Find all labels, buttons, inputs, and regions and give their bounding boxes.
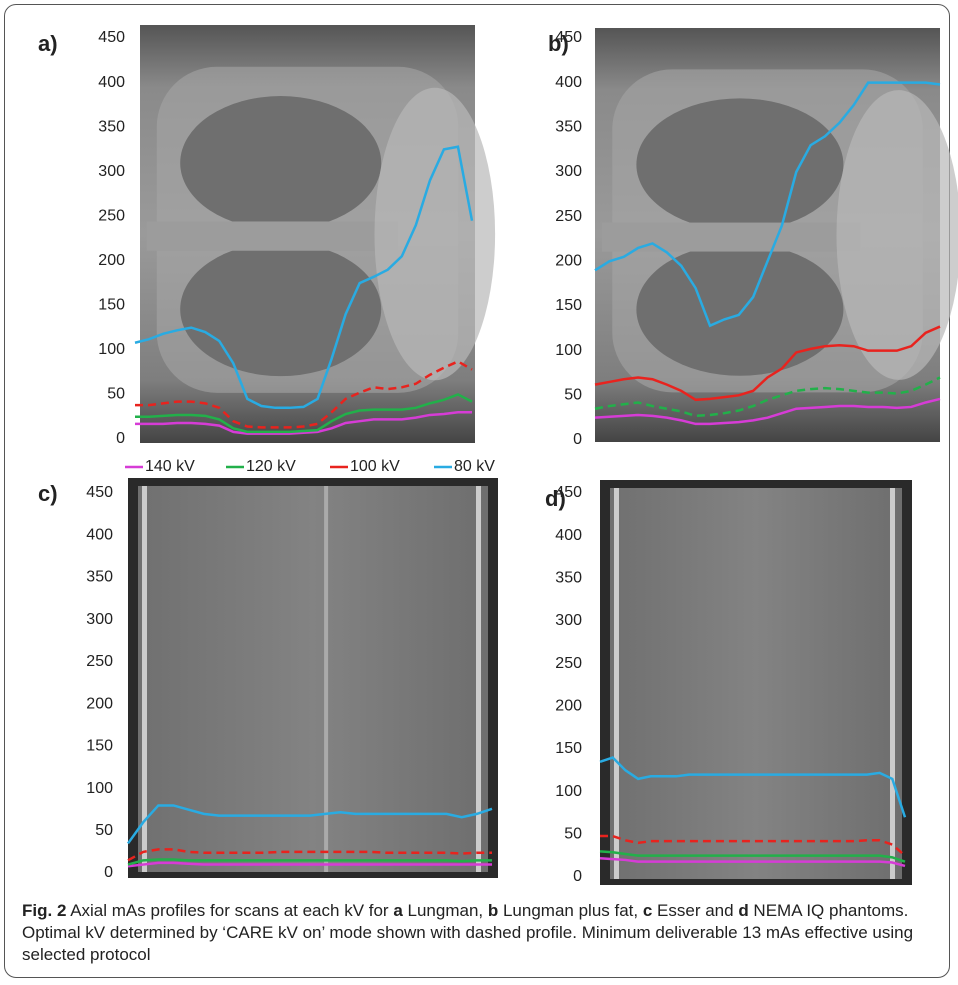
xray-mediastinum — [146, 221, 398, 251]
y-tick-label: 150 — [98, 297, 125, 314]
figure: a) 0 50 100 150 200 250 300 350 400 450 140 kV 120 k… — [38, 25, 958, 885]
caption-text: Axial mAs profiles for scans at each kV … — [66, 901, 394, 920]
y-tick-label: 50 — [564, 387, 582, 404]
legend-label: 140 kV — [145, 458, 195, 475]
legend-label: 120 kV — [246, 458, 296, 475]
y-tick-label: 100 — [98, 341, 125, 358]
y-tick-label: 250 — [86, 653, 113, 670]
panel: d) 0 50 100 150 200 250 300 350 400 450 — [545, 480, 912, 885]
y-tick-label: 150 — [555, 740, 582, 757]
series-line — [127, 858, 492, 866]
xray-lung — [180, 96, 382, 230]
y-tick-label: 200 — [555, 253, 582, 270]
xray-lung — [636, 98, 844, 231]
xray-lung — [180, 242, 382, 377]
y-tick-label: 350 — [555, 570, 582, 587]
y-tick-label: 50 — [95, 822, 113, 839]
phantom-edge — [476, 486, 481, 872]
series-line — [594, 397, 941, 426]
y-tick-label: 450 — [86, 484, 113, 501]
panel-label: c) — [38, 481, 58, 506]
y-tick-label: 400 — [555, 74, 582, 91]
y-tick-label: 400 — [98, 74, 125, 91]
panel-label: a) — [38, 31, 58, 56]
y-tick-label: 250 — [98, 207, 125, 224]
y-tick-label: 300 — [555, 163, 582, 180]
series-line — [134, 145, 474, 410]
caption-text: Lungman plus fat, — [498, 901, 643, 920]
y-tick-label: 450 — [555, 484, 582, 501]
legend-label: 100 kV — [350, 458, 400, 475]
y-tick-label: 0 — [573, 431, 582, 448]
phantom-divider — [324, 486, 329, 872]
panel: a) 0 50 100 150 200 250 300 350 400 450 140 kV 120 k… — [38, 25, 495, 475]
y-tick-label: 200 — [555, 698, 582, 715]
panel: b) 0 50 100 150 200 250 300 350 400 450 — [548, 28, 958, 448]
caption-text: a — [393, 901, 403, 920]
panel-label: d) — [545, 486, 566, 511]
y-tick-label: 50 — [107, 386, 125, 403]
y-tick-label: 100 — [555, 342, 582, 359]
series-line — [135, 411, 472, 435]
y-tick-label: 350 — [555, 119, 582, 136]
series-line — [127, 861, 492, 868]
y-tick-label: 150 — [555, 297, 582, 314]
phantom — [138, 486, 488, 872]
xray-shoulder — [836, 90, 958, 380]
caption-text: Lungman, — [402, 901, 488, 920]
y-tick-label: 100 — [555, 783, 582, 800]
caption-text: b — [487, 901, 499, 920]
series-line — [594, 376, 941, 418]
y-tick-label: 100 — [86, 780, 113, 797]
series-line — [126, 804, 493, 845]
y-tick-label: 450 — [555, 29, 582, 46]
y-tick-label: 450 — [98, 29, 125, 46]
figure-frame — [4, 4, 950, 978]
caption: Fig. 2 Axial mAs profiles for scans at e… — [22, 900, 922, 966]
y-tick-label: 250 — [555, 655, 582, 672]
phantom-edge — [142, 486, 147, 872]
y-tick-label: 350 — [98, 118, 125, 135]
caption-text: c — [642, 901, 653, 920]
series-line — [594, 81, 941, 328]
caption-text: Esser and — [652, 901, 739, 920]
caption-text: NEMA IQ phantoms. Optimal kV determined … — [22, 901, 914, 964]
y-tick-label: 350 — [86, 569, 113, 586]
series-line — [599, 856, 906, 868]
y-tick-label: 250 — [555, 208, 582, 225]
xray-shoulder — [374, 87, 496, 381]
y-tick-label: 200 — [86, 695, 113, 712]
panel-label: b) — [548, 31, 569, 56]
series-line — [135, 360, 473, 429]
series-line — [599, 756, 907, 818]
y-tick-label: 400 — [555, 527, 582, 544]
panel: c) 0 50 100 150 200 250 300 350 400 450 — [38, 478, 498, 881]
phantom — [610, 488, 902, 879]
y-tick-label: 50 — [564, 826, 582, 843]
y-tick-label: 400 — [86, 526, 113, 543]
y-tick-label: 300 — [98, 163, 125, 180]
y-tick-label: 300 — [555, 612, 582, 629]
y-tick-label: 0 — [573, 868, 582, 885]
y-tick-label: 150 — [86, 738, 113, 755]
phantom-edge — [614, 488, 619, 879]
phantom-edge — [890, 488, 895, 879]
series-line — [127, 848, 492, 862]
caption-label: Fig. 2 — [22, 901, 67, 920]
series-line — [135, 393, 473, 434]
caption-text: d — [738, 901, 749, 920]
legend-label: 80 kV — [454, 458, 495, 475]
series-line — [594, 325, 941, 402]
xray-lung — [636, 243, 844, 376]
y-tick-label: 200 — [98, 252, 125, 269]
series-line — [599, 850, 906, 863]
y-tick-label: 0 — [104, 864, 113, 881]
y-tick-label: 300 — [86, 611, 113, 628]
y-tick-label: 0 — [116, 430, 125, 447]
